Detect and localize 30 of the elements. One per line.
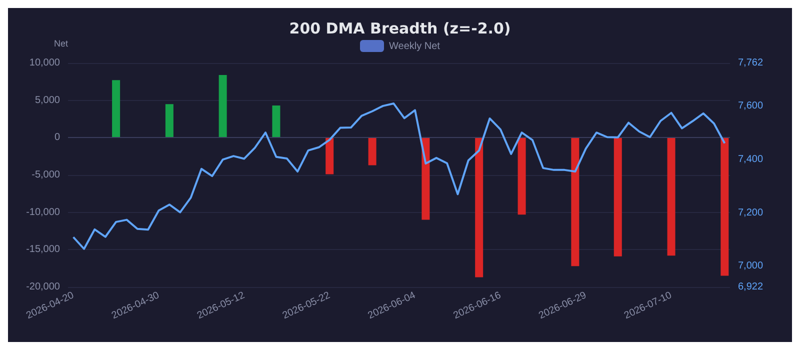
bar xyxy=(422,138,430,220)
y-tick-label: 10,000 xyxy=(29,58,60,68)
y2-tick-label: 7,762 xyxy=(738,58,764,68)
y2-tick-label: 7,400 xyxy=(738,154,764,166)
bar xyxy=(112,80,120,138)
y-tick-label: 0 xyxy=(54,132,60,144)
bar xyxy=(165,104,174,138)
y2-tick-label: 7,200 xyxy=(738,207,764,218)
y2-tick-label: 6,922 xyxy=(738,282,764,292)
bar xyxy=(518,138,526,215)
y-tick-label: -20,000 xyxy=(26,282,60,292)
bar xyxy=(475,138,484,278)
y-tick-label: -15,000 xyxy=(26,244,60,256)
bar xyxy=(667,138,676,256)
bar xyxy=(368,138,376,166)
bar xyxy=(614,138,622,256)
y-tick-label: -10,000 xyxy=(26,206,60,218)
text: Weekly Net xyxy=(389,40,440,52)
y-tick-label: -5,000 xyxy=(32,170,60,180)
chart-title: 200 DMA Breadth (z=-2.0) xyxy=(289,20,511,38)
bar xyxy=(218,74,227,138)
bar xyxy=(571,138,580,266)
bar xyxy=(326,138,334,174)
y2-tick-label: 7,000 xyxy=(738,260,764,272)
y2-tick-label: 7,600 xyxy=(738,100,764,112)
bar xyxy=(720,138,729,276)
line-series xyxy=(72,102,726,250)
bar xyxy=(272,106,280,138)
y-tick-label: 5,000 xyxy=(34,94,60,106)
y-axis-title: Net xyxy=(54,38,68,48)
